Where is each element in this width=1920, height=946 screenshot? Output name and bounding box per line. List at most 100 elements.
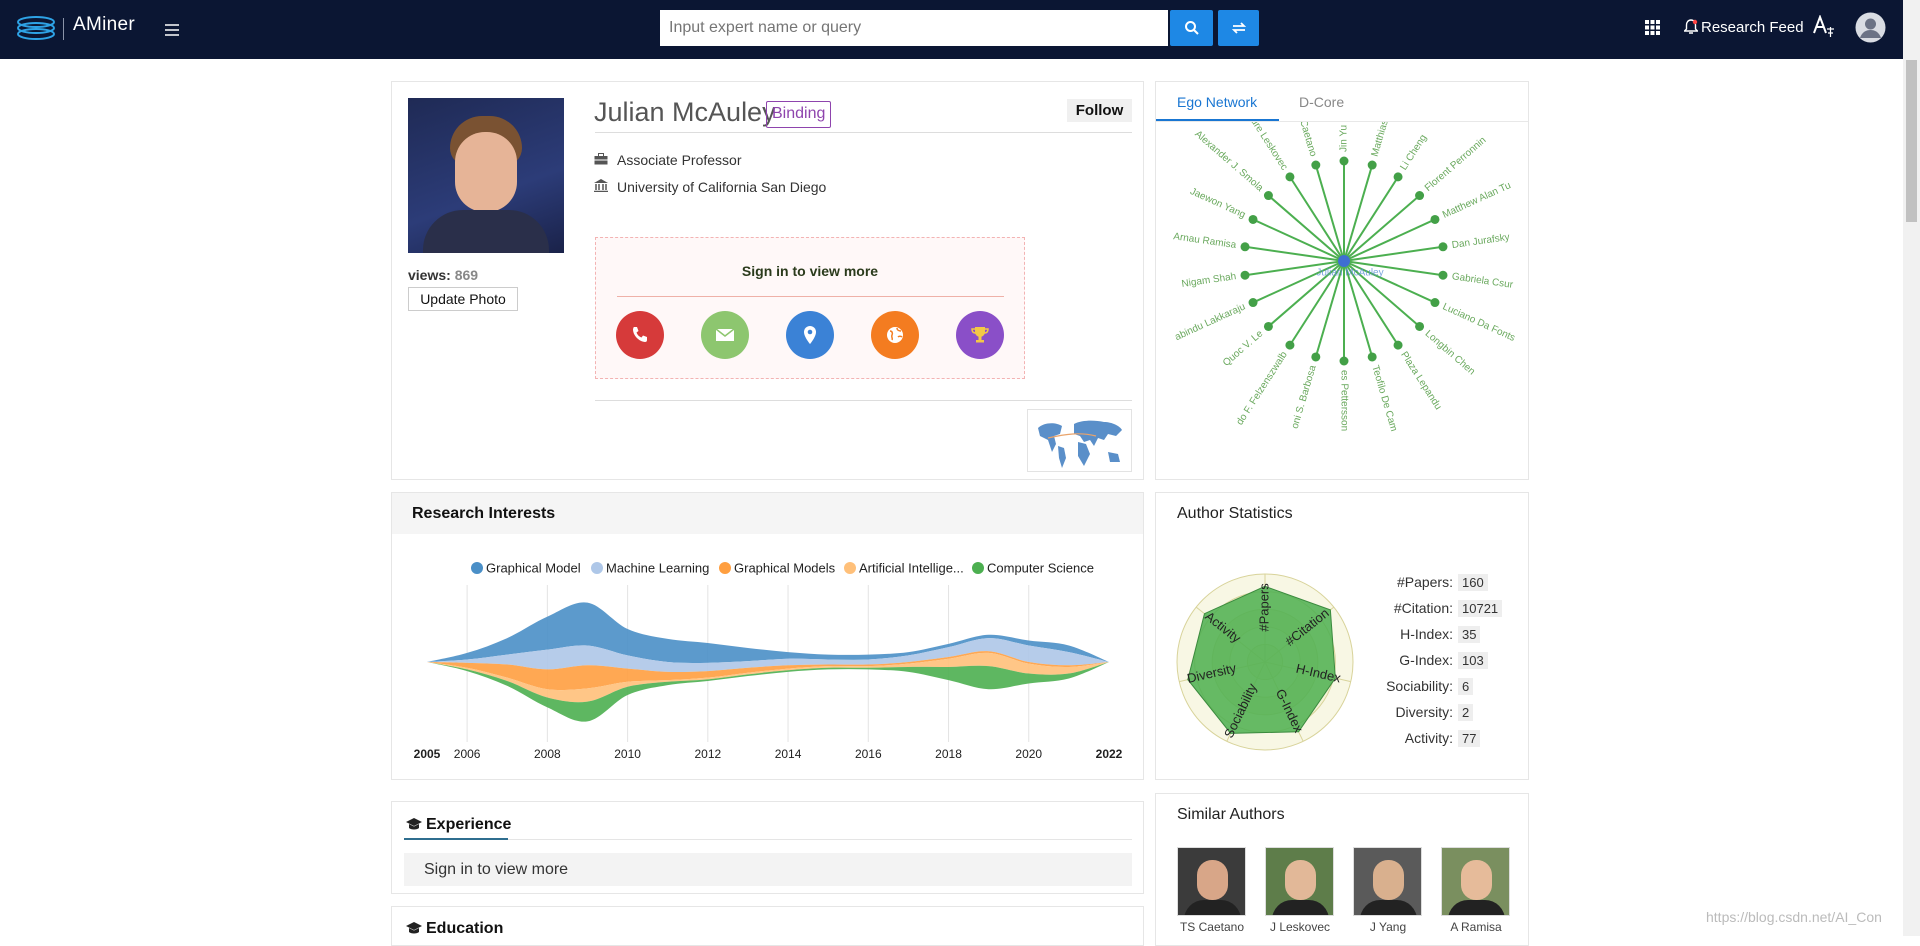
ego-center-label: Julian McAuley: [1316, 268, 1383, 279]
stat-value: 103: [1458, 652, 1488, 669]
author-name[interactable]: J Leskovec: [1269, 920, 1331, 934]
stat-value: 77: [1458, 730, 1481, 747]
ego-node-label: Jure Leskovec: [1245, 122, 1289, 172]
ego-edge: [1289, 260, 1345, 346]
ego-node: [1263, 191, 1273, 201]
card-title: Research Interests: [412, 505, 556, 522]
homepage-icon[interactable]: [871, 311, 919, 359]
legend-swatch: [844, 562, 856, 574]
organization: University of California San Diego: [617, 179, 827, 195]
author-name: Julian McAuley: [594, 97, 776, 127]
ego-edge: [1267, 194, 1345, 262]
ego-node-label: Arnau Ramisa: [1173, 231, 1238, 251]
sign-in-text[interactable]: Sign in to view more: [424, 861, 569, 878]
ego-node-label: Plaza Lepandu: [1398, 350, 1443, 412]
profile-card: views: 869 Update Photo Julian McAuley B…: [391, 81, 1144, 480]
user-avatar[interactable]: [1855, 12, 1886, 43]
stream-area: [427, 638, 1109, 673]
ego-node: [1438, 242, 1448, 252]
ego-node-label: Li Cheng: [1398, 133, 1429, 173]
author-photo[interactable]: [1353, 847, 1422, 916]
location-icon[interactable]: [786, 311, 834, 359]
photo-body: [1184, 900, 1241, 915]
stat-label: Activity:: [1404, 730, 1453, 746]
world-map: [1038, 420, 1122, 468]
ego-node: [1415, 191, 1425, 201]
divider: [595, 400, 1132, 401]
stream-chart: 2005 2006 2008 2010 2012 2014 2016 2018 2020 2022…: [414, 560, 1123, 761]
photo-shirt: [423, 210, 549, 253]
ego-node-label: Tiberio S. Caetano: [1284, 122, 1318, 158]
radar-chart: #Papers #CitationH-IndexG-IndexSociabilit…: [1176, 573, 1354, 751]
menu-icon[interactable]: [165, 24, 179, 36]
stat-value: 6: [1458, 678, 1474, 695]
logo[interactable]: AMiner: [73, 14, 135, 35]
logo-divider: [63, 18, 64, 40]
ego-node: [1367, 160, 1377, 170]
card-title: Author Statistics: [1177, 505, 1293, 522]
search-button[interactable]: [1170, 10, 1213, 46]
author-photo[interactable]: [1177, 847, 1246, 916]
scrollbar-thumb[interactable]: [1906, 60, 1917, 222]
tab-ego-network[interactable]: Ego Network: [1177, 94, 1258, 110]
section-underline: [404, 838, 508, 840]
award-icon[interactable]: [956, 311, 1004, 359]
x-tick-label: 2006: [454, 747, 481, 761]
legend-label: Graphical Model: [486, 560, 581, 575]
author-photo[interactable]: [1441, 847, 1510, 916]
ego-node: [1430, 298, 1440, 308]
legend-label: Artificial Intellige...: [859, 560, 964, 575]
ego-edge: [1343, 245, 1444, 262]
author-photo[interactable]: [1265, 847, 1334, 916]
language-icon[interactable]: [1813, 15, 1835, 39]
sign-in-text[interactable]: Sign in to view more: [741, 263, 879, 279]
ego-node: [1311, 352, 1321, 362]
switch-button[interactable]: [1218, 10, 1259, 46]
tab-d-core[interactable]: D-Core: [1299, 94, 1345, 110]
email-icon[interactable]: [701, 311, 749, 359]
x-tick-label: 2008: [534, 747, 561, 761]
ego-node: [1240, 242, 1250, 252]
author-name[interactable]: J Yang: [1369, 920, 1407, 934]
author-name[interactable]: TS Caetano: [1179, 920, 1245, 934]
ego-edge: [1343, 260, 1421, 328]
x-tick-label: 2018: [935, 747, 962, 761]
world-map-thumbnail[interactable]: [1027, 409, 1132, 472]
ego-network-card: Ego Network D-Core Jin Yu Matthias O. Fr L…: [1155, 81, 1529, 480]
search-input[interactable]: [660, 10, 1168, 46]
ego-node-label: Longbin Chen: [1423, 328, 1477, 377]
position: Associate Professor: [617, 152, 742, 168]
photo-body: [1360, 900, 1417, 915]
ego-node-label: Quoc V. Le: [1221, 328, 1266, 369]
ego-node-label: Dan Jurafsky: [1451, 232, 1510, 251]
apps-icon[interactable]: [1645, 20, 1660, 35]
ego-node: [1339, 356, 1349, 366]
research-feed[interactable]: Research Feed: [1701, 19, 1804, 36]
stat-label: Sociability:: [1386, 678, 1453, 694]
sign-in-box: Sign in to view more: [595, 237, 1025, 379]
logo-mark: [17, 16, 55, 40]
legend-swatch: [591, 562, 603, 574]
stream-area: [427, 651, 1109, 691]
ego-node: [1393, 340, 1403, 350]
follow-button[interactable]: Follow: [1067, 99, 1132, 122]
x-tick-label: 2005: [414, 747, 441, 761]
author-name[interactable]: A Ramisa: [1450, 920, 1502, 934]
x-tick-label: 2022: [1096, 747, 1123, 761]
section-title: Experience: [426, 816, 512, 833]
stat-label: G-Index:: [1399, 652, 1453, 668]
position-icon: [594, 153, 608, 165]
stat-label: #Citation:: [1393, 600, 1453, 616]
binding-tag[interactable]: Binding: [766, 101, 832, 128]
education-card: Education: [391, 906, 1144, 946]
stat-label: #Papers:: [1396, 574, 1453, 590]
phone-icon[interactable]: [616, 311, 664, 359]
ego-edge: [1343, 218, 1436, 262]
experience-icon: [406, 818, 422, 830]
ego-edge: [1343, 164, 1374, 262]
bell-icon[interactable]: [1684, 19, 1698, 35]
update-photo-button[interactable]: Update Photo: [408, 287, 518, 311]
org-icon: [594, 179, 608, 192]
profile-photo: [408, 98, 564, 253]
